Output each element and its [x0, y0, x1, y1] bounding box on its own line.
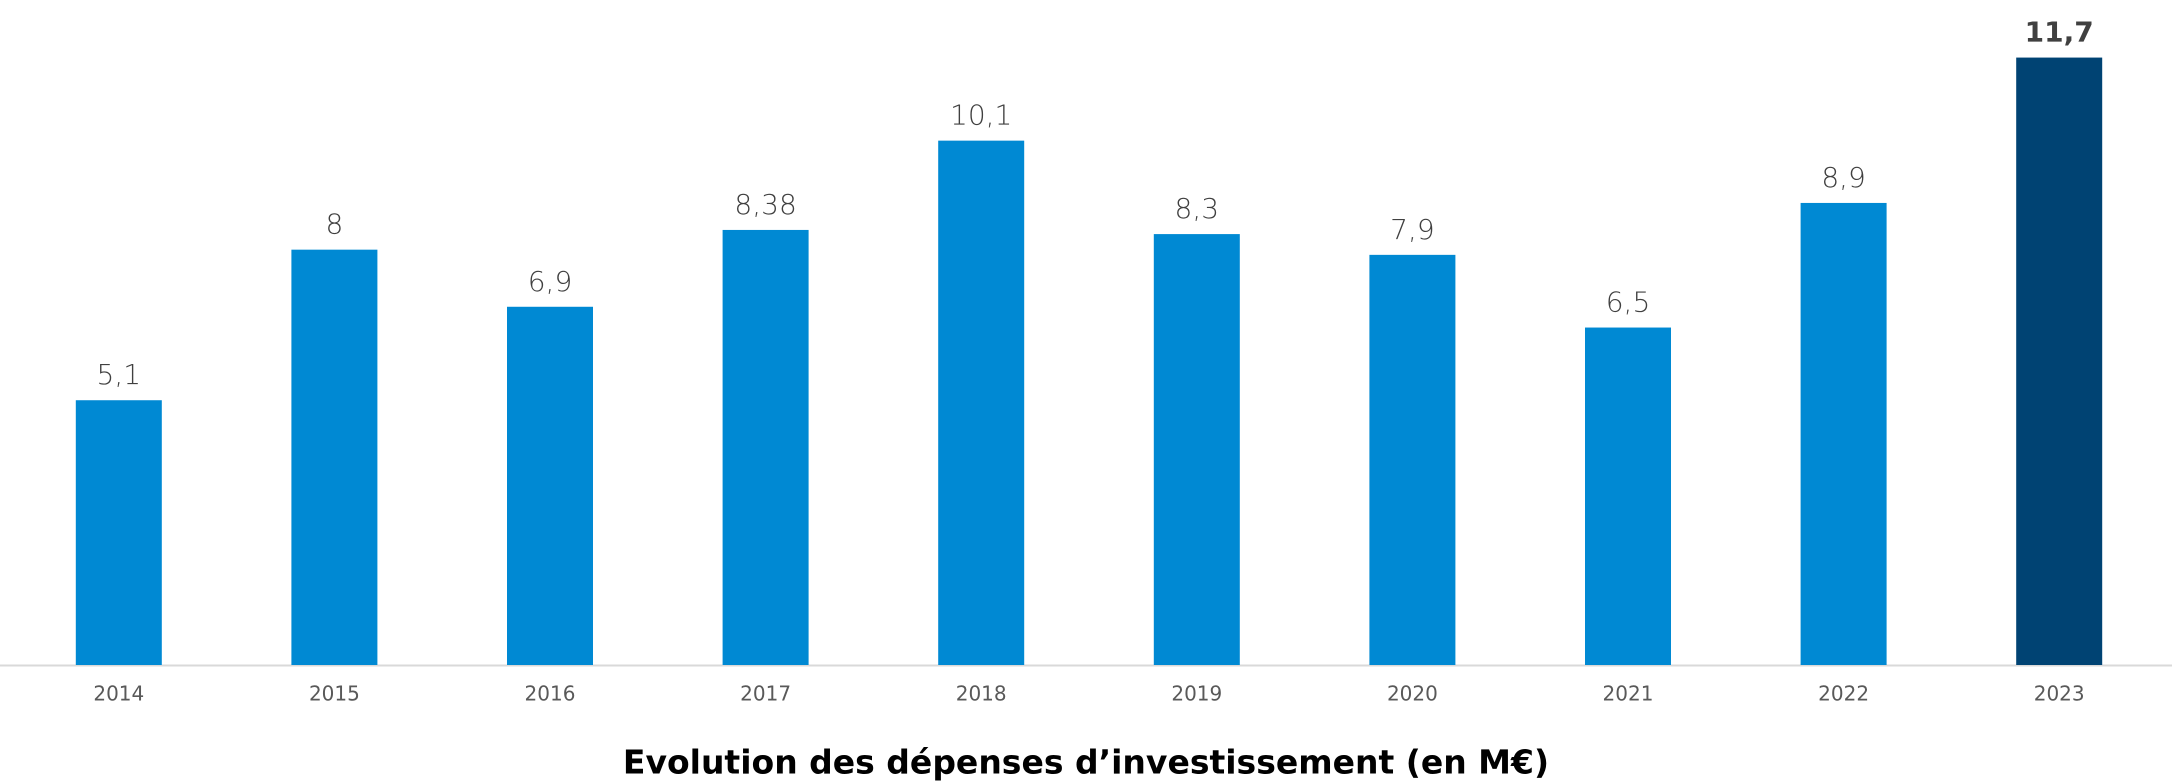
x-tick-label: 2023	[2034, 682, 2085, 706]
x-tick-label: 2017	[740, 682, 791, 706]
value-label: 7,9	[1390, 213, 1435, 246]
bar	[507, 306, 593, 665]
value-label: 8,9	[1821, 161, 1866, 194]
x-tick-label: 2021	[1603, 682, 1654, 706]
value-label: 10,1	[950, 99, 1012, 132]
x-tick-label: 2016	[525, 682, 576, 706]
bar	[722, 229, 809, 665]
bar	[75, 400, 162, 665]
x-tick-label: 2014	[93, 682, 144, 706]
bar	[938, 140, 1025, 665]
bar	[1585, 327, 1671, 665]
x-tick-label: 2015	[309, 682, 360, 706]
bar	[1369, 254, 1456, 665]
bar	[1800, 202, 1887, 666]
x-tick-label: 2022	[1818, 682, 1869, 706]
x-tick-label: 2020	[1387, 682, 1438, 706]
value-label: 6,9	[528, 265, 573, 298]
value-label: 8,3	[1175, 192, 1220, 225]
bar	[2016, 57, 2103, 665]
x-tick-label: 2019	[1171, 682, 1222, 706]
x-tick-label: 2018	[956, 682, 1007, 706]
chart-title: Evolution des dépenses d’investissement …	[623, 743, 1549, 782]
value-label: 11,7	[2025, 16, 2094, 49]
value-label: 6,5	[1606, 286, 1651, 319]
value-label: 5,1	[97, 358, 142, 391]
value-label: 8	[325, 208, 343, 241]
bar	[1153, 234, 1240, 665]
value-label: 8,38	[734, 188, 796, 221]
bar	[291, 249, 378, 665]
